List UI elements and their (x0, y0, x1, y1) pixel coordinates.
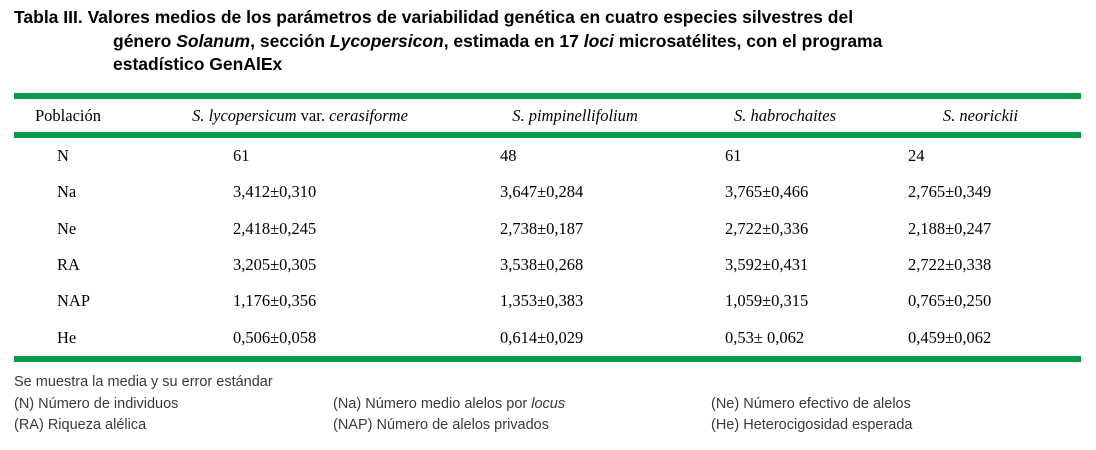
value-cell: 2,188±0,247 (908, 218, 992, 238)
legend-item: (RA) Riqueza alélica (14, 415, 333, 437)
plain-text: (He) Heterocigosidad esperada (711, 417, 913, 433)
value-cell: 1,176±0,356 (233, 291, 317, 311)
italic-text: locus (531, 395, 566, 412)
italic-text: loci (583, 30, 614, 51)
legend-item: (Ne) Número efectivo de alelos (711, 394, 1088, 416)
bottom-rule (14, 355, 1081, 362)
value-cell: 48 (500, 146, 517, 166)
plain-text: , sección (250, 30, 330, 51)
value-cell: 0,765±0,250 (908, 291, 992, 311)
legend-item: (N) Número de individuos (14, 394, 333, 416)
table-caption-text: Valores medios de los parámetros de vari… (83, 7, 883, 74)
plain-text: Valores medios de los parámetros de vari… (82, 7, 854, 27)
italic-text: S. habrochaites (733, 105, 837, 125)
header-species-habrochaites: S. habrochaites (690, 106, 880, 126)
table-body: N 61 48 61 24 Na 3,412±0,310 3,647±0,284 3,765±0… (14, 138, 1081, 356)
plain-text: género (113, 30, 177, 51)
italic-text: cerasiforme (329, 105, 408, 125)
plain-text: (N) Número de individuos (14, 395, 179, 412)
value-cell: 61 (233, 146, 250, 166)
footnote-note: Se muestra la media y su error estándar (14, 374, 273, 390)
table-row: NAP 1,176±0,356 1,353±0,383 1,059±0,315 0,76… (14, 283, 1081, 319)
value-cell: 2,722±0,336 (725, 218, 809, 238)
table-caption: Tabla III. Valores medios de los parámet… (14, 6, 1096, 77)
table-row: He 0,506±0,058 0,614±0,029 0,53± 0,062 0,459… (14, 319, 1081, 355)
value-cell: 0,53± 0,062 (725, 327, 805, 347)
legend-row: (N) Número de individuos (Na) Número medi… (14, 394, 1088, 416)
value-cell: 3,765±0,466 (725, 182, 809, 202)
data-table: Población S. lycopersicum var. cerasifor… (14, 93, 1081, 362)
plain-text: (RA) Riqueza alélica (14, 417, 147, 433)
value-cell: 2,722±0,338 (908, 255, 992, 275)
row-label: NAP (57, 291, 91, 311)
value-cell: 61 (725, 146, 742, 166)
plain-text: (Na) Número medio alelos por (333, 395, 532, 412)
row-label: He (57, 327, 77, 347)
value-cell: 2,765±0,349 (908, 182, 992, 202)
value-cell: 0,506±0,058 (233, 327, 317, 347)
plain-text: microsatélites, con el programa (613, 30, 883, 51)
plain-text: var. (296, 105, 330, 125)
legend-item: (NAP) Número de alelos privados (333, 415, 711, 437)
row-label: N (57, 146, 69, 166)
italic-text: S. neorickii (942, 105, 1019, 125)
table-row: Na 3,412±0,310 3,647±0,284 3,765±0,466 2,765… (14, 174, 1081, 210)
value-cell: 3,412±0,310 (233, 182, 317, 202)
plain-text: (NAP) Número de alelos privados (333, 417, 549, 433)
value-cell: 24 (908, 146, 925, 166)
italic-text: Solanum (176, 30, 251, 51)
row-label: Ne (57, 218, 77, 238)
value-cell: 0,459±0,062 (908, 327, 992, 347)
plain-text: (Ne) Número efectivo de alelos (711, 395, 911, 412)
value-cell: 1,353±0,383 (500, 291, 584, 311)
legend-item: (Na) Número medio alelos por locus (333, 394, 711, 416)
value-cell: 3,592±0,431 (725, 255, 809, 275)
value-cell: 3,205±0,305 (233, 255, 317, 275)
row-label: Na (57, 182, 77, 202)
header-rule (14, 132, 1081, 138)
value-cell: 2,738±0,187 (500, 218, 584, 238)
legend-item: (He) Heterocigosidad esperada (711, 415, 1088, 437)
value-cell: 3,647±0,284 (500, 182, 584, 202)
table-row: N 61 48 61 24 (14, 138, 1081, 174)
italic-text: Lycopersicon (329, 30, 444, 51)
table-header-row: Población S. lycopersicum var. cerasifor… (14, 99, 1081, 132)
row-label: RA (57, 255, 80, 275)
italic-text: S. lycopersicum (192, 105, 297, 125)
plain-text: , estimada en 17 (443, 30, 584, 51)
table-row: Ne 2,418±0,245 2,738±0,187 2,722±0,336 2,188… (14, 211, 1081, 247)
value-cell: 3,538±0,268 (500, 255, 584, 275)
plain-text: estadístico GenAlEx (113, 54, 283, 74)
header-poblacion: Población (35, 105, 101, 125)
header-species-neorickii: S. neorickii (880, 106, 1081, 126)
header-species-pimpinellifolium: S. pimpinellifolium (460, 106, 690, 126)
table-row: RA 3,205±0,305 3,538±0,268 3,592±0,431 2,722… (14, 247, 1081, 283)
value-cell: 0,614±0,029 (500, 327, 584, 347)
italic-text: S. pimpinellifolium (512, 105, 638, 125)
top-rule (14, 93, 1081, 99)
legend-row: (RA) Riqueza alélica (NAP) Número de alel… (14, 415, 1088, 437)
table-caption-label: Tabla III. (14, 7, 83, 27)
header-species-lycopersicum: S. lycopersicum var. cerasiforme (140, 106, 460, 126)
footnote-legend: (N) Número de individuos (Na) Número medi… (14, 394, 1088, 437)
value-cell: 1,059±0,315 (725, 291, 809, 311)
value-cell: 2,418±0,245 (233, 218, 317, 238)
table-footnotes: Se muestra la media y su error estándar … (14, 372, 1088, 437)
